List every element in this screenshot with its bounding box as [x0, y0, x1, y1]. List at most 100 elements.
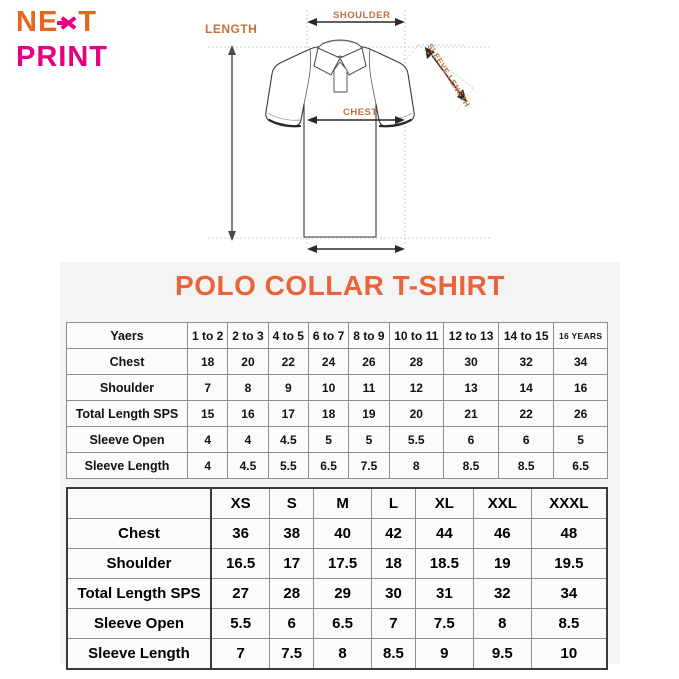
kids-cell: 16	[227, 400, 269, 427]
label-length: LENGTH	[205, 22, 258, 36]
kids-cell: 7	[186, 374, 229, 401]
kids-cell: 5	[348, 426, 390, 453]
adult-cell: 8	[472, 608, 532, 639]
adult-cell: 17.5	[313, 548, 373, 579]
adult-cell: 7	[210, 638, 271, 670]
table-row: Chest 36 38 40 42 44 46 48	[66, 518, 608, 549]
kids-header-yaers: Yaers	[66, 322, 188, 349]
table-header-row: XS S M L XL XXL XXXL	[66, 487, 608, 519]
adult-cell: 44	[414, 518, 474, 549]
kids-header-age-3: 4 to 5	[267, 322, 309, 349]
kids-cell: 5	[553, 426, 608, 453]
adult-cell: 32	[472, 578, 532, 609]
kids-header-age-4: 6 to 7	[307, 322, 350, 349]
kids-header-age-2: 2 to 3	[227, 322, 269, 349]
adult-header-m: M	[313, 487, 373, 519]
adult-cell: 40	[313, 518, 373, 549]
kids-cell: 19	[348, 400, 390, 427]
label-shoulder: SHOULDER	[333, 10, 391, 21]
kids-row-label-total-length: Total Length SPS	[66, 400, 188, 427]
kids-cell: 4.5	[267, 426, 309, 453]
kids-cell: 6.5	[307, 452, 350, 479]
kids-cell: 4	[186, 426, 229, 453]
kids-header-age-7: 12 to 13	[442, 322, 500, 349]
adult-cell: 6.5	[313, 608, 373, 639]
table-row: Sleeve Length 4 4.5 5.5 6.5 7.5 8 8.5 8.…	[66, 452, 608, 479]
adult-cell: 31	[414, 578, 474, 609]
kids-cell: 18	[186, 348, 229, 375]
table-row: Sleeve Open 5.5 6 6.5 7 7.5 8 8.5	[66, 608, 608, 639]
page-title: POLO COLLAR T-SHIRT	[175, 270, 505, 301]
adult-cell: 9	[414, 638, 474, 670]
kids-cell: 26	[348, 348, 390, 375]
kids-size-table: Yaers 1 to 2 2 to 3 4 to 5 6 to 7 8 to 9…	[66, 322, 608, 479]
kids-cell: 4	[186, 452, 229, 479]
x-arrow-icon	[57, 12, 79, 34]
kids-cell: 6	[498, 426, 555, 453]
logo-next-wordmark: NE T	[16, 8, 146, 37]
kids-header-age-5: 8 to 9	[348, 322, 390, 349]
adult-header-s: S	[269, 487, 315, 519]
tshirt-measurement-diagram: LENGTH SHOULDER CHEST SLEEVE LENGTH	[190, 0, 490, 258]
adult-row-label-total-length: Total Length SPS	[66, 578, 212, 609]
kids-cell: 6.5	[553, 452, 608, 479]
adult-cell: 9.5	[472, 638, 532, 670]
adult-row-label-chest: Chest	[66, 518, 212, 549]
kids-cell: 22	[267, 348, 309, 375]
kids-cell: 20	[388, 400, 444, 427]
kids-cell: 32	[498, 348, 555, 375]
logo-print-wordmark: PRINT	[16, 41, 108, 73]
adult-cell: 7.5	[414, 608, 474, 639]
adult-cell: 36	[210, 518, 271, 549]
kids-cell: 12	[388, 374, 444, 401]
adult-cell: 7.5	[269, 638, 315, 670]
kids-cell: 16	[553, 374, 608, 401]
table-row: Chest 18 20 22 24 26 28 30 32 34	[66, 348, 608, 375]
logo-next-text-second: T	[78, 6, 98, 38]
table-header-row: Yaers 1 to 2 2 to 3 4 to 5 6 to 7 8 to 9…	[66, 322, 608, 349]
adult-cell: 7	[371, 608, 416, 639]
table-row: Shoulder 16.5 17 17.5 18 18.5 19 19.5	[66, 548, 608, 579]
kids-cell: 8	[227, 374, 269, 401]
adult-cell: 19	[472, 548, 532, 579]
adult-row-label-sleeve-open: Sleeve Open	[66, 608, 212, 639]
kids-cell: 26	[553, 400, 608, 427]
adult-header-xxxl: XXXL	[530, 487, 608, 519]
kids-cell: 8.5	[498, 452, 555, 479]
kids-row-label-shoulder: Shoulder	[66, 374, 188, 401]
kids-cell: 34	[553, 348, 608, 375]
kids-header-age-1: 1 to 2	[186, 322, 229, 349]
kids-header-age-6: 10 to 11	[388, 322, 444, 349]
kids-cell: 20	[227, 348, 269, 375]
adult-cell: 19.5	[530, 548, 608, 579]
adult-header-xs: XS	[210, 487, 271, 519]
adult-header-l: L	[371, 487, 416, 519]
kids-cell: 24	[307, 348, 350, 375]
adult-size-table: XS S M L XL XXL XXXL Chest 36 38 40 42 4…	[66, 487, 608, 670]
kids-header-age-9: 16 YEARS	[553, 322, 608, 349]
adult-header-xl: XL	[414, 487, 474, 519]
adult-row-label-sleeve-length: Sleeve Length	[66, 638, 212, 670]
kids-cell: 4.5	[227, 452, 269, 479]
adult-cell: 34	[530, 578, 608, 609]
kids-cell: 5.5	[267, 452, 309, 479]
kids-table-body: Yaers 1 to 2 2 to 3 4 to 5 6 to 7 8 to 9…	[66, 322, 608, 479]
adult-cell: 17	[269, 548, 315, 579]
adult-cell: 6	[269, 608, 315, 639]
adult-cell: 16.5	[210, 548, 271, 579]
adult-header-xxl: XXL	[472, 487, 532, 519]
adult-cell: 5.5	[210, 608, 271, 639]
kids-cell: 17	[267, 400, 309, 427]
kids-cell: 21	[442, 400, 500, 427]
kids-row-label-sleeve-length: Sleeve Length	[66, 452, 188, 479]
kids-cell: 18	[307, 400, 350, 427]
table-row: Total Length SPS 27 28 29 30 31 32 34	[66, 578, 608, 609]
adult-cell: 8	[313, 638, 373, 670]
adult-row-label-shoulder: Shoulder	[66, 548, 212, 579]
kids-row-label-chest: Chest	[66, 348, 188, 375]
adult-cell: 8.5	[371, 638, 416, 670]
kids-cell: 15	[186, 400, 229, 427]
kids-cell: 28	[388, 348, 444, 375]
brand-logo: NE T PRINT	[16, 8, 146, 72]
adult-cell: 48	[530, 518, 608, 549]
